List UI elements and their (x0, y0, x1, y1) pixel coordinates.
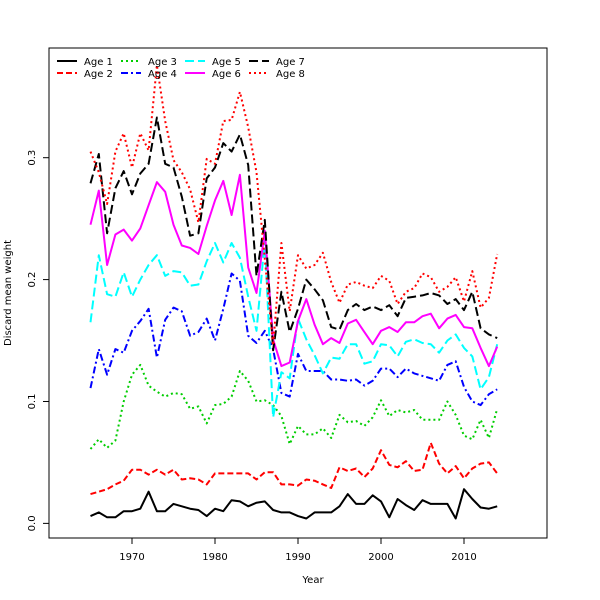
plot-frame (48, 47, 548, 539)
legend-label-age-1: Age 1 (84, 57, 113, 68)
series-line-age-7 (89, 116, 498, 352)
y-tick-label: 0.2 (27, 272, 38, 288)
x-tick-label: 2000 (368, 552, 393, 563)
series-line-age-6 (89, 173, 499, 368)
legend-label-age-2: Age 2 (84, 69, 113, 80)
series-line-age-8 (89, 64, 499, 347)
series-line-age-1 (90, 488, 498, 520)
legend-label-age-5: Age 5 (212, 57, 241, 68)
x-tick-label: 1990 (285, 552, 310, 563)
x-axis-title: Year (301, 575, 324, 586)
legend-label-age-3: Age 3 (148, 57, 177, 68)
series-line-age-3 (89, 363, 499, 450)
series-layer (89, 64, 499, 520)
series-line-age-4 (89, 272, 498, 407)
legend-label-age-6: Age 6 (212, 69, 241, 80)
series-line-age-2 (90, 441, 498, 496)
y-tick-label: 0.0 (27, 515, 38, 531)
x-tick-label: 1970 (119, 552, 144, 563)
x-tick-label: 1980 (202, 552, 227, 563)
y-axis: 0.0 0.1 0.2 0.3 (27, 150, 49, 531)
series-line-age-5 (89, 239, 499, 419)
legend-label-age-7: Age 7 (276, 57, 305, 68)
y-tick-label: 0.1 (27, 394, 38, 410)
x-tick-label: 2010 (451, 552, 476, 563)
legend-label-age-8: Age 8 (276, 69, 305, 80)
x-axis: 1970 1980 1990 2000 2010 (119, 538, 477, 563)
legend-label-age-4: Age 4 (148, 69, 177, 80)
y-axis-title: Discard mean weight (3, 240, 14, 346)
y-tick-label: 0.3 (27, 150, 38, 166)
